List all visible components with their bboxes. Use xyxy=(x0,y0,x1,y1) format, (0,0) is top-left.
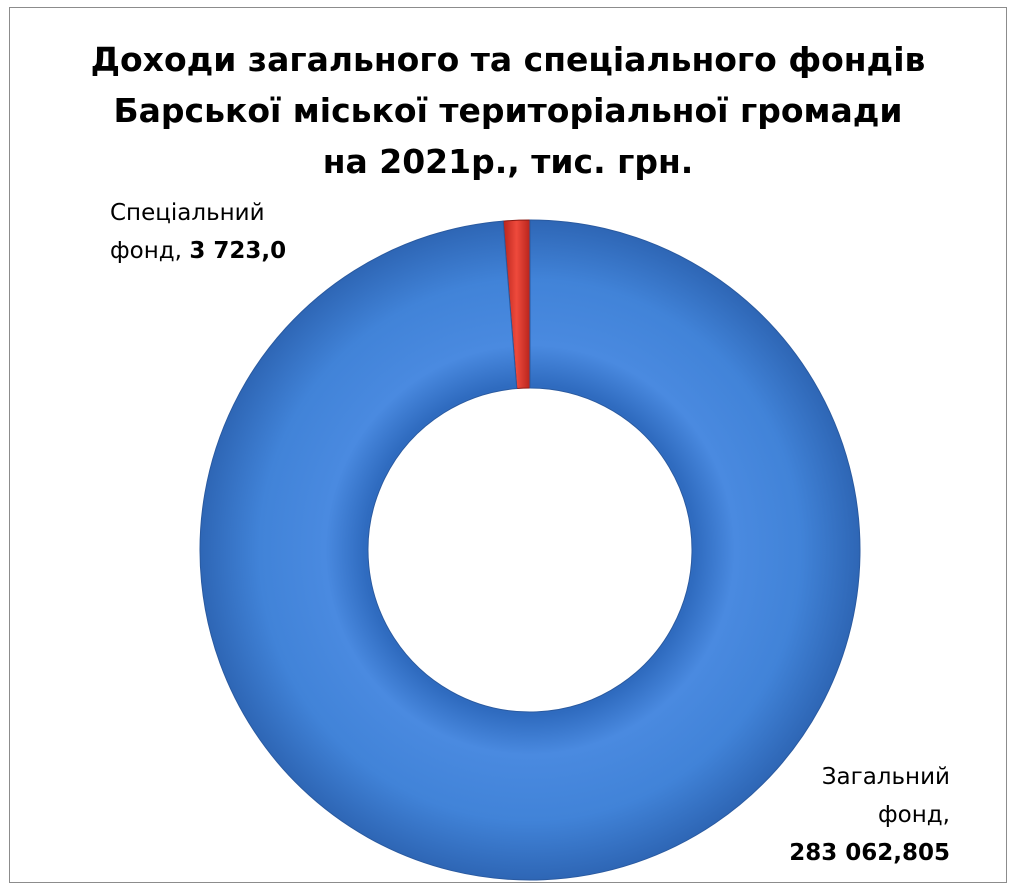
slices-group xyxy=(199,219,861,881)
data-label-special-suffix: фонд, xyxy=(110,238,182,264)
data-label-general-suffix: фонд, xyxy=(878,802,950,828)
data-label-general-value: 283 062,805 xyxy=(789,840,950,866)
slice-general-fund xyxy=(199,219,861,881)
chart-title-line-3: на 2021р., тис. грн. xyxy=(322,142,694,181)
data-label-special-fund: Спеціальний фонд, 3 723,0 xyxy=(110,194,320,270)
chart-title-line-1: Доходи загального та спеціального фондів xyxy=(90,40,926,79)
data-label-special-line-2: фонд, 3 723,0 xyxy=(110,232,320,270)
chart-title: Доходи загального та спеціального фондів… xyxy=(0,34,1016,187)
chart-title-line-2: Барської міської територіальної громади xyxy=(113,91,903,130)
data-label-general-fund: Загальний фонд, 283 062,805 xyxy=(700,758,950,872)
data-label-general-category: Загальний xyxy=(821,764,950,790)
data-label-special-category: Спеціальний xyxy=(110,200,265,226)
data-label-special-value: 3 723,0 xyxy=(189,238,287,264)
